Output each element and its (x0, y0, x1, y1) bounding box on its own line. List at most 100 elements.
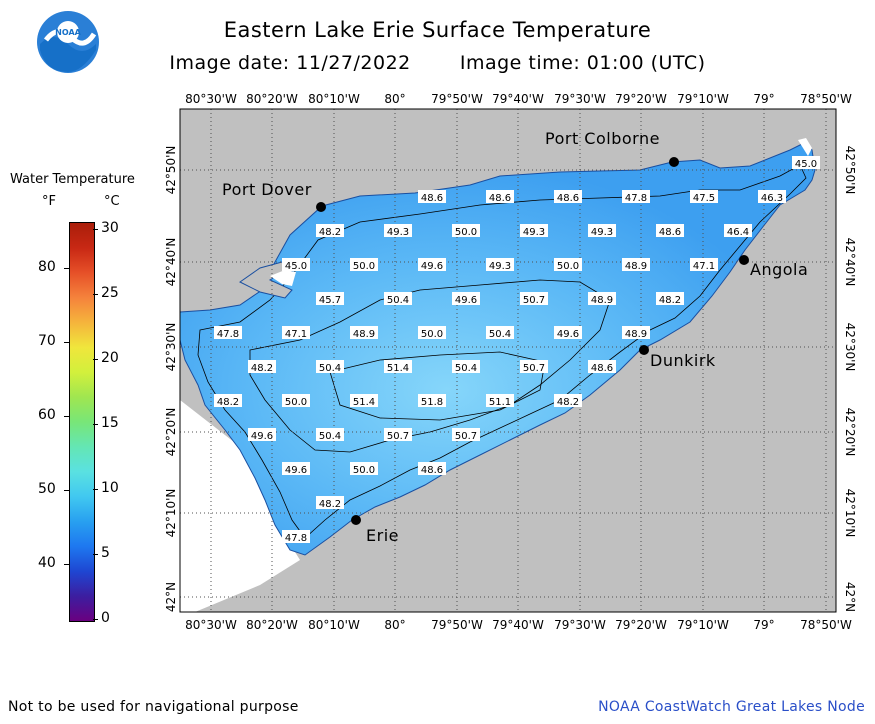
temperature-label: 49.6 (418, 258, 446, 272)
latitude-label: 42°30'N (843, 323, 857, 372)
legend-tick-mark (93, 229, 98, 230)
svg-text:50.4: 50.4 (319, 431, 341, 442)
svg-text:47.1: 47.1 (693, 261, 715, 272)
svg-text:47.1: 47.1 (285, 329, 307, 340)
svg-text:49.6: 49.6 (557, 329, 579, 340)
city-label: Port Colborne (545, 129, 660, 148)
temperature-label: 48.6 (656, 224, 684, 238)
legend-tick-c: 5 (101, 545, 110, 561)
svg-text:50.4: 50.4 (319, 363, 341, 374)
city-markers: Port Colborne Port Dover Angola Dunkirk Erie (222, 129, 808, 545)
legend-tick-c: 30 (101, 220, 119, 236)
legend-tick-mark (93, 294, 98, 295)
temperature-label: 46.4 (724, 224, 752, 238)
svg-text:48.6: 48.6 (421, 193, 443, 204)
temperature-label: 49.3 (520, 224, 548, 238)
svg-text:48.9: 48.9 (625, 261, 647, 272)
svg-text:51.8: 51.8 (421, 397, 443, 408)
svg-text:50.7: 50.7 (523, 363, 545, 374)
temperature-label: 48.6 (418, 190, 446, 204)
svg-text:47.8: 47.8 (217, 329, 239, 340)
temperature-label: 48.2 (316, 224, 344, 238)
longitude-label: 80° (384, 92, 405, 106)
longitude-label: 79°40'W (492, 618, 544, 632)
svg-text:47.5: 47.5 (693, 193, 715, 204)
temperature-label: 48.6 (588, 360, 616, 374)
svg-text:50.4: 50.4 (489, 329, 511, 340)
temperature-label: 50.0 (418, 326, 446, 340)
svg-text:50.0: 50.0 (353, 465, 375, 476)
longitude-label: 79°10'W (677, 92, 729, 106)
svg-text:48.2: 48.2 (319, 499, 341, 510)
svg-text:48.6: 48.6 (421, 465, 443, 476)
city-port-dover: Port Dover (222, 180, 326, 212)
temperature-label: 49.3 (384, 224, 412, 238)
temperature-label: 47.8 (282, 530, 310, 544)
longitude-labels: 80°30'W 80°30'W 80°20'W 80°20'W 80°10'W 80°10… (185, 92, 852, 632)
svg-text:49.6: 49.6 (455, 295, 477, 306)
temperature-label: 48.9 (588, 292, 616, 306)
temperature-label: 48.2 (554, 394, 582, 408)
svg-text:45.7: 45.7 (319, 295, 341, 306)
temperature-label: 50.4 (384, 292, 412, 306)
legend-tick-c: 0 (101, 610, 110, 626)
temperature-label: 50.4 (316, 428, 344, 442)
svg-text:51.4: 51.4 (353, 397, 375, 408)
map-frame (179, 108, 837, 613)
temperature-label: 50.4 (486, 326, 514, 340)
svg-text:48.2: 48.2 (659, 295, 681, 306)
latitude-labels: 42°50'N 42°50'N 42°40'N 42°40'N 42°30'N 42°30… (164, 146, 857, 613)
longitude-label: 79° (753, 618, 774, 632)
city-label: Dunkirk (650, 351, 716, 370)
image-date-label: Image date: (169, 52, 290, 74)
image-date: 11/27/2022 (296, 52, 411, 74)
city-label: Angola (750, 260, 808, 279)
legend-tick-c: 25 (101, 285, 119, 301)
temperature-label: 47.1 (282, 326, 310, 340)
svg-text:49.6: 49.6 (285, 465, 307, 476)
temperature-label: 50.0 (282, 394, 310, 408)
svg-text:48.2: 48.2 (557, 397, 579, 408)
temperature-label: 48.6 (554, 190, 582, 204)
svg-text:49.3: 49.3 (489, 261, 511, 272)
city-marker (739, 255, 749, 265)
no-data-area (180, 400, 300, 612)
legend-tick-f: 50 (38, 481, 56, 497)
temperature-label: 48.9 (622, 326, 650, 340)
temperature-label: 49.6 (554, 326, 582, 340)
svg-text:48.6: 48.6 (659, 227, 681, 238)
image-time-label: Image time: (459, 52, 581, 74)
city-dunkirk: Dunkirk (639, 345, 716, 370)
svg-text:50.7: 50.7 (387, 431, 409, 442)
svg-text:50.4: 50.4 (455, 363, 477, 374)
temperature-label: 48.2 (248, 360, 276, 374)
latitude-label: 42°10'N (164, 489, 178, 538)
svg-text:50.0: 50.0 (557, 261, 579, 272)
svg-text:48.2: 48.2 (217, 397, 239, 408)
svg-text:49.3: 49.3 (591, 227, 613, 238)
credit: NOAA CoastWatch Great Lakes Node (598, 699, 865, 715)
city-marker (639, 345, 649, 355)
disclaimer: Not to be used for navigational purpose (8, 699, 299, 715)
legend-tick-mark (64, 342, 69, 343)
city-erie: Erie (351, 515, 398, 545)
city-marker (669, 157, 679, 167)
longitude-label: 80°10'W (308, 618, 360, 632)
longitude-label: 80°10'W (308, 92, 360, 106)
svg-text:50.0: 50.0 (285, 397, 307, 408)
legend-tick-mark (64, 268, 69, 269)
longitude-label: 80°30'W (185, 618, 237, 632)
latitude-label: 42°20'N (164, 408, 178, 457)
legend-tick-f: 70 (38, 333, 56, 349)
noaa-logo: NOAA (37, 11, 99, 73)
longitude-label: 78°50'W (800, 618, 852, 632)
svg-text:48.9: 48.9 (625, 329, 647, 340)
svg-text:48.2: 48.2 (319, 227, 341, 238)
svg-text:50.7: 50.7 (455, 431, 477, 442)
legend-unit-c: °C (104, 194, 120, 209)
svg-text:49.6: 49.6 (251, 431, 273, 442)
latitude-label: 42°N (843, 582, 857, 612)
color-bar (69, 222, 95, 622)
temperature-label: 50.0 (554, 258, 582, 272)
temperature-label: 50.0 (350, 258, 378, 272)
